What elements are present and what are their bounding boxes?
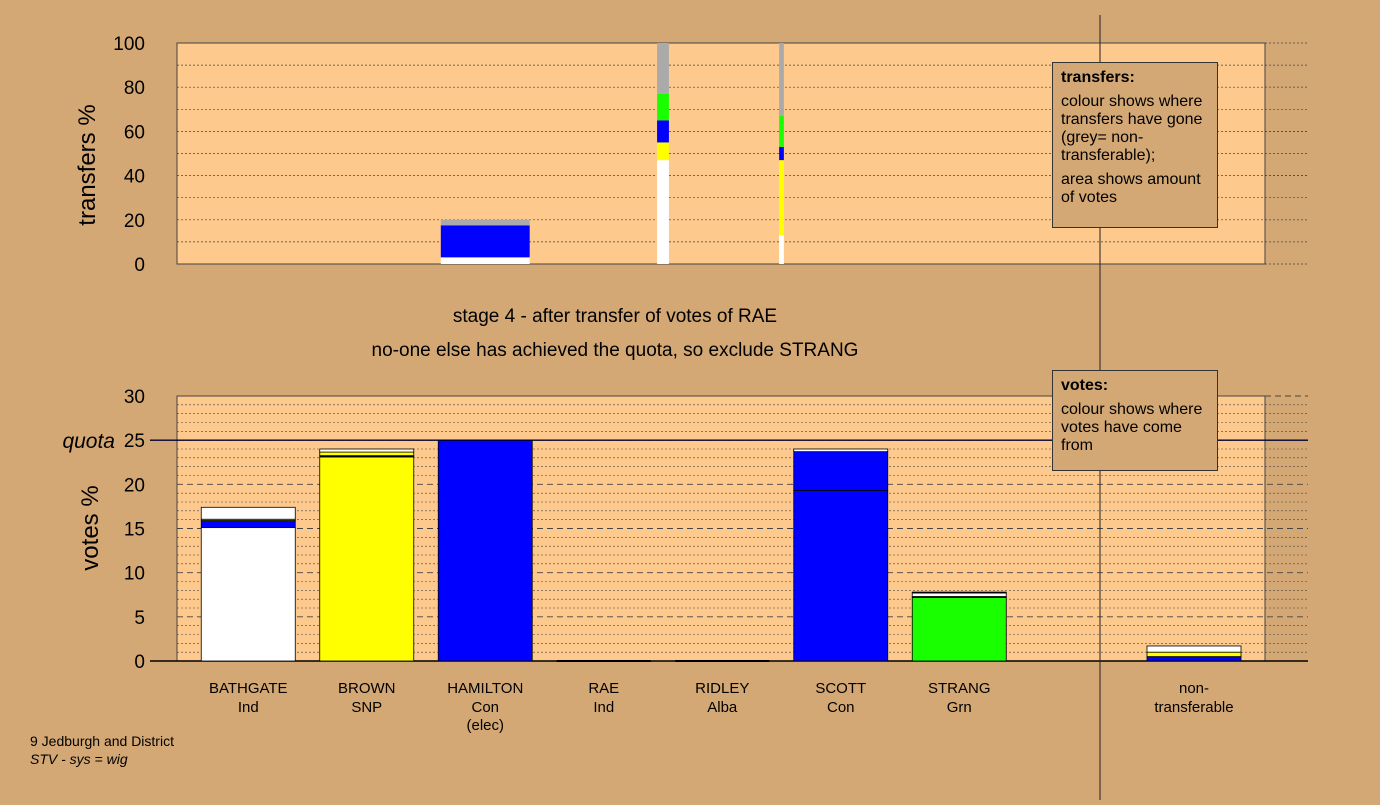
vote-bar-segment-con (200, 520, 296, 529)
transfers-y-tick-label: 80 (124, 78, 145, 99)
votes-legend-colour-note: colour shows where votes have come from (1061, 401, 1203, 454)
transfers-legend: transfers: colour shows where transfers … (1052, 62, 1218, 228)
candidate-party-label: SNP (351, 699, 382, 716)
transfer-segment-ind (657, 160, 669, 264)
transfer-segment-snp (779, 160, 784, 236)
footer-ward: 9 Jedburgh and District (30, 733, 174, 749)
candidate-status-label: (elec) (466, 717, 504, 734)
vote-bar-segment-ind (793, 448, 889, 453)
vote-bar-segment-snp (319, 451, 415, 457)
candidate-name-label: RAE (588, 680, 619, 697)
stage-action: no-one else has achieved the quota, so e… (371, 340, 859, 361)
nontransferable-label-part: non- (1179, 680, 1209, 697)
nontransferable-bar-segment-ind (1146, 645, 1242, 653)
transfers-y-tick-label: 60 (124, 122, 145, 143)
transfer-segment-ind (440, 257, 530, 264)
transfers-legend-colour-note: colour shows where transfers have gone (… (1061, 93, 1203, 164)
nontransferable-bar-segment-snp (1146, 651, 1242, 657)
vote-bar-segment-ind (911, 592, 1007, 597)
votes-y-tick-label: 10 (124, 564, 145, 585)
transfers-legend-title: transfers: (1061, 69, 1135, 86)
candidate-party-label: Con (827, 699, 855, 716)
candidate-party-label: Ind (593, 699, 614, 716)
quota-label: quota (62, 430, 115, 453)
transfers-y-tick-label: 100 (113, 34, 145, 55)
footer-system: STV - sys = wig (30, 751, 128, 767)
candidate-name-label: RIDLEY (695, 680, 749, 697)
votes-legend-title: votes: (1061, 377, 1109, 394)
vote-bar-segment-alba (911, 591, 1007, 594)
votes-y-tick-label: 20 (124, 475, 145, 496)
candidate-name-label: BROWN (338, 680, 396, 697)
vote-bar-segment-grn (911, 597, 1007, 662)
transfer-segment-con (779, 146, 784, 161)
candidate-party-label: Con (471, 699, 499, 716)
vote-bar-segment-ind (200, 506, 296, 520)
votes-y-tick-label: 5 (134, 608, 145, 629)
votes-y-tick-label: 0 (134, 652, 145, 673)
transfers-legend-area-note: area shows amount of votes (1061, 171, 1201, 206)
transfer-segment-con (440, 225, 530, 258)
votes-y-tick-label: 25 (124, 431, 145, 452)
transfer-segment-snp (657, 142, 669, 161)
vote-bar-segment-ind (200, 527, 296, 662)
votes-y-axis-label: votes % (77, 485, 104, 570)
candidate-name-label: STRANG (928, 680, 991, 697)
transfer-segment-nt (657, 43, 669, 94)
transfer-segment-nt (779, 43, 784, 116)
transfers-y-axis-label: transfers % (74, 104, 101, 225)
stage-description: stage 4 - after transfer of votes of RAE (452, 306, 778, 327)
vote-bar-segment-ind (319, 448, 415, 453)
candidate-name-label: SCOTT (815, 680, 866, 697)
transfer-segment-grn (779, 115, 784, 147)
candidate-party-label: Grn (947, 699, 972, 716)
vote-bar-segment-con (793, 451, 889, 491)
vote-bar-segment-con (793, 490, 889, 662)
vote-bar-segment-con (437, 439, 533, 662)
candidate-party-label: Alba (707, 699, 738, 716)
transfer-segment-nt (440, 219, 530, 226)
nontransferable-label-part: transferable (1154, 699, 1233, 716)
candidate-party-label: Ind (238, 699, 259, 716)
votes-y-tick-label: 15 (124, 520, 145, 541)
vote-bar-segment-snp (319, 456, 415, 662)
candidate-name-label: HAMILTON (447, 680, 523, 697)
votes-y-tick-label: 30 (124, 387, 145, 408)
transfers-y-tick-label: 40 (124, 167, 145, 188)
candidate-name-label: BATHGATE (209, 680, 288, 697)
transfers-y-tick-label: 20 (124, 211, 145, 232)
transfers-y-tick-label: 0 (134, 255, 145, 276)
nontransferable-bar-segment-con (1146, 656, 1242, 662)
transfer-segment-con (657, 120, 669, 143)
transfer-segment-grn (657, 93, 669, 121)
votes-legend: votes: colour shows where votes have com… (1052, 370, 1218, 471)
transfer-segment-ind (779, 235, 784, 264)
